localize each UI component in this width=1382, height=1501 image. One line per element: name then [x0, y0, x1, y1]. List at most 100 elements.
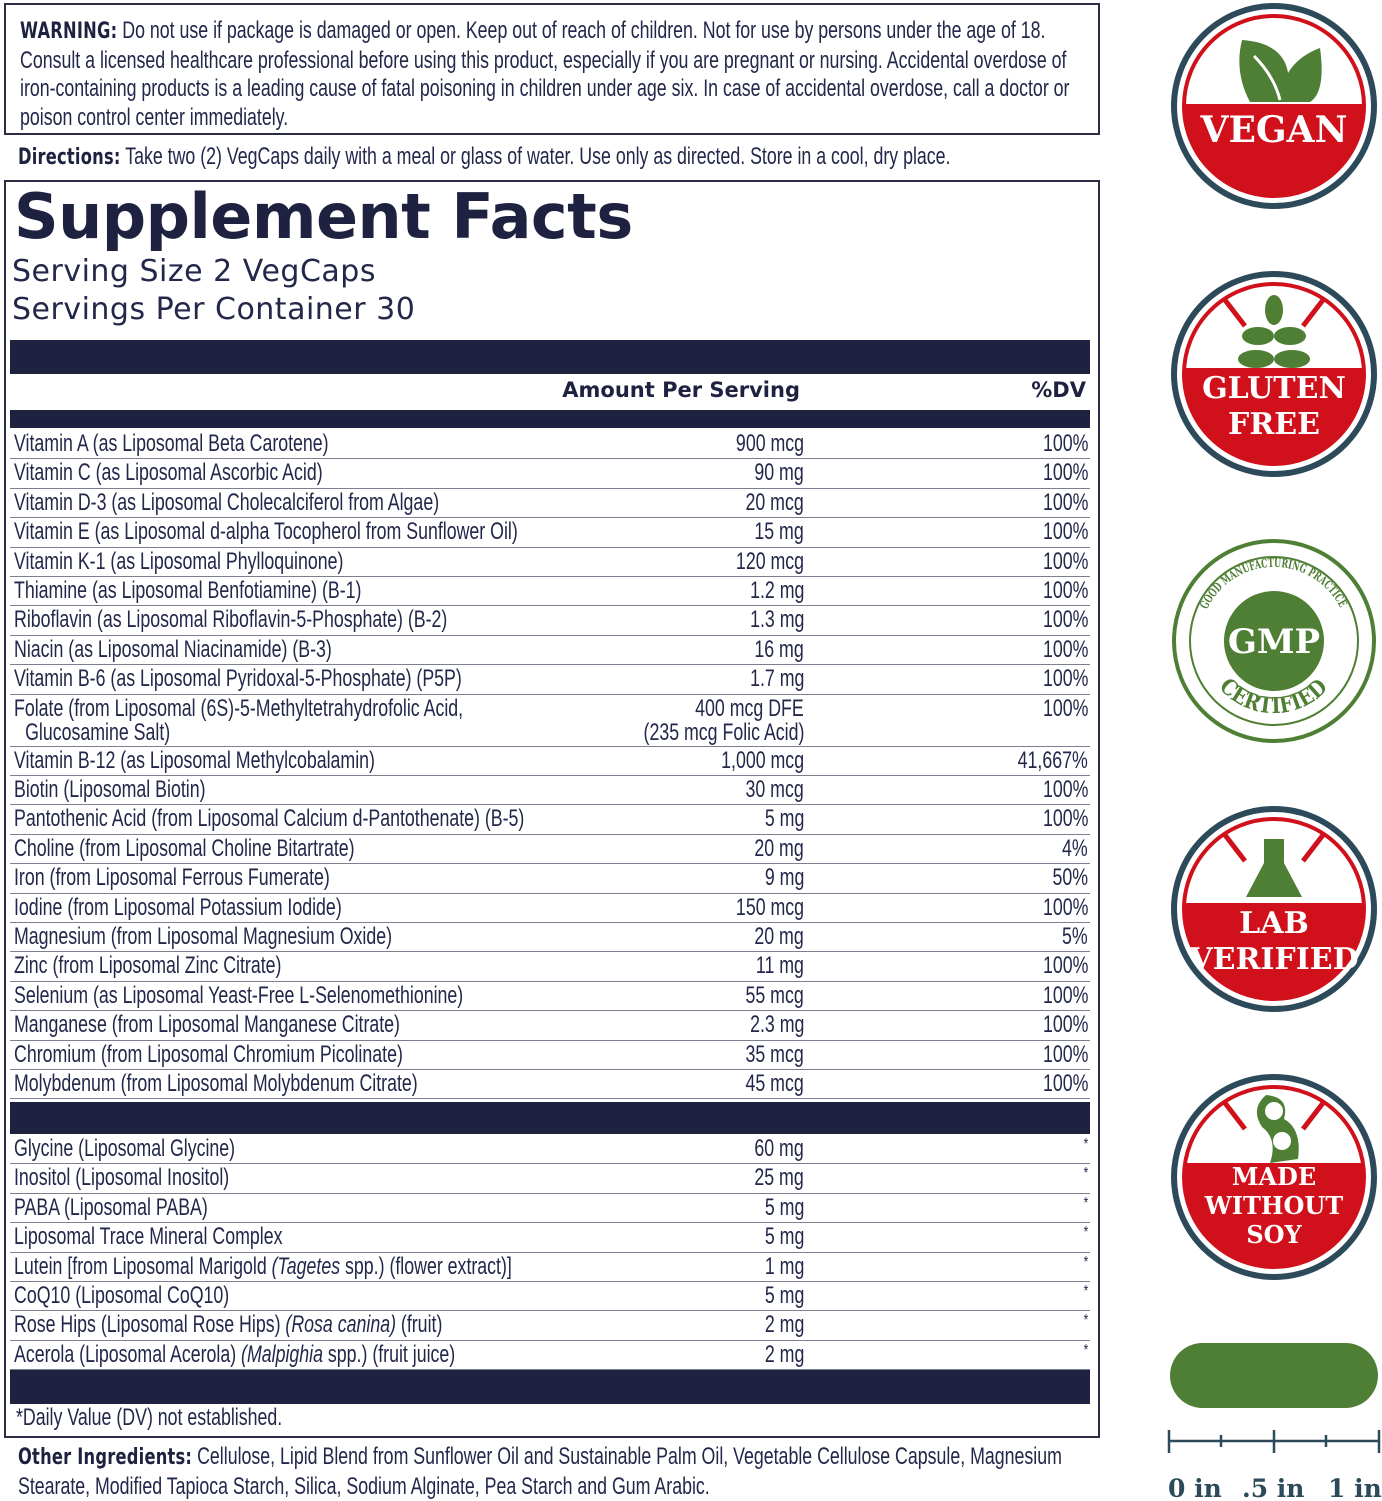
badge-text: GMP: [1228, 622, 1320, 662]
dv-value: *: [1083, 1165, 1088, 1183]
amount-value: 16 mg: [754, 635, 804, 663]
table-row: Vitamin D-3 (as Liposomal Cholecalcifero…: [10, 488, 1090, 519]
daily-value: 100%: [1027, 1040, 1088, 1068]
table-row: Riboflavin (as Liposomal Riboflavin-5-Ph…: [10, 606, 1090, 636]
amount: 20 mg: [737, 925, 804, 949]
footnote-text: *Daily Value (DV) not established.: [16, 1404, 283, 1431]
badge-text: MADE: [1232, 1162, 1316, 1191]
nutrient-name: Vitamin B-12 (as Liposomal Methylcobalam…: [14, 748, 502, 773]
amount-line2: (235 mcg Folic Acid): [643, 718, 804, 746]
amount-value: 2 mg: [764, 1340, 804, 1368]
name-segment: Pantothenic Acid (from Liposomal Calcium…: [14, 805, 525, 833]
dv-value: 100%: [1042, 1040, 1088, 1068]
daily-value: 100%: [1027, 954, 1088, 978]
name-segment: Lutein [from Liposomal Marigold: [14, 1252, 272, 1280]
nutrient-name: Thiamine (as Liposomal Benfotiamine) (B-…: [14, 579, 484, 603]
dv-value: 100%: [1042, 459, 1088, 487]
other-ingredients-label: Other Ingredients:: [18, 1445, 193, 1470]
divider-band: [10, 410, 1090, 428]
amount: 35 mcg: [725, 1042, 804, 1067]
dv-value: *: [1083, 1253, 1088, 1271]
amount-value: 400 mcg DFE: [695, 694, 804, 722]
table-row: Selenium (as Liposomal Yeast-Free L-Sele…: [10, 981, 1090, 1012]
amount: 1.7 mg: [731, 667, 804, 691]
daily-value: 100%: [1027, 520, 1088, 544]
amount: 5 mg: [751, 807, 804, 831]
nutrient-name: Niacin (as Liposomal Niacinamide) (B-3): [14, 635, 443, 663]
footnote: *Daily Value (DV) not established.: [16, 1404, 376, 1432]
table-row: Acerola (Liposomal Acerola) (Malpighia s…: [10, 1340, 1090, 1371]
name-segment: CoQ10 (Liposomal CoQ10): [14, 1282, 230, 1309]
name-segment: (Rosa canina): [285, 1311, 396, 1339]
dv-value: *: [1083, 1194, 1088, 1212]
badge-text: GLUTEN: [1202, 371, 1346, 406]
table-row: Niacin (as Liposomal Niacinamide) (B-3) 1…: [10, 635, 1090, 666]
dv-value: 100%: [1042, 1070, 1088, 1097]
name-segment: (fruit): [395, 1311, 443, 1339]
table-row: Lutein [from Liposomal Marigold (Tagetes…: [10, 1253, 1090, 1282]
amount-value: 120 mcg: [735, 547, 804, 575]
capsule-size-icon: [1170, 1343, 1378, 1408]
badge-text: FREE: [1228, 407, 1320, 442]
amount-value: 1,000 mcg: [721, 746, 804, 774]
amount-value: 2.3 mg: [749, 1011, 804, 1039]
amount: 20 mcg: [725, 488, 804, 516]
table-row: Inositol (Liposomal Inositol) 25 mg *: [10, 1164, 1090, 1194]
name-segment: spp.) (flower extract)]: [340, 1252, 512, 1280]
amount-value: 15 mg: [754, 518, 804, 546]
dv-value: 4%: [1062, 834, 1088, 862]
table-row: Iron (from Liposomal Ferrous Fumerate) 9 …: [10, 864, 1090, 894]
directions-text: Take two (2) VegCaps daily with a meal o…: [125, 143, 951, 170]
amount-value: 20 mg: [754, 923, 804, 950]
dv-value: 100%: [1042, 981, 1088, 1009]
name-segment: Niacin (as Liposomal Niacinamide) (B-3): [14, 635, 332, 663]
dv-value: 100%: [1042, 430, 1088, 457]
daily-value: 41,667%: [993, 746, 1088, 774]
nutrient-name: Vitamin A (as Liposomal Beta Carotene): [14, 432, 439, 456]
name-segment: Thiamine (as Liposomal Benfotiamine) (B-…: [14, 577, 362, 604]
daily-value: *: [1082, 1251, 1088, 1275]
nutrient-name: Pantothenic Acid (from Liposomal Calcium…: [14, 807, 704, 831]
name-segment: Magnesium (from Liposomal Magnesium Oxid…: [14, 923, 393, 950]
name-segment: PABA (Liposomal PABA): [14, 1193, 208, 1221]
amount: 45 mcg: [725, 1072, 804, 1096]
amount-value: 90 mg: [754, 459, 804, 487]
table-row: Thiamine (as Liposomal Benfotiamine) (B-…: [10, 577, 1090, 607]
nutrient-name: Iodine (from Liposomal Potassium Iodide): [14, 895, 457, 920]
divider-band: [10, 1102, 1090, 1134]
dv-value: 100%: [1042, 776, 1088, 803]
daily-value: 100%: [1027, 608, 1088, 632]
column-header-amount: Amount Per Serving: [562, 378, 800, 402]
daily-value: 100%: [1027, 579, 1088, 603]
daily-value: 100%: [1027, 432, 1088, 456]
dv-value: *: [1083, 1283, 1088, 1300]
dv-value: 100%: [1042, 952, 1088, 980]
nutrient-name: Selenium (as Liposomal Yeast-Free L-Sele…: [14, 983, 621, 1008]
supplement-facts-panel: Supplement Facts Serving Size 2 VegCaps …: [4, 180, 1100, 1438]
amount: 30 mcg: [725, 778, 804, 802]
dv-value: 100%: [1042, 893, 1088, 921]
daily-value: 5%: [1053, 925, 1088, 949]
daily-value: *: [1082, 1221, 1088, 1245]
size-ruler: 0 in .5 in 1 in: [1167, 1430, 1382, 1500]
daily-value: 100%: [1027, 549, 1088, 574]
directions: Directions: Take two (2) VegCaps daily w…: [18, 143, 1278, 171]
column-header-dv: %DV: [1031, 378, 1086, 402]
amount-value: 5 mg: [764, 805, 804, 833]
table-row: Vitamin A (as Liposomal Beta Carotene) 90…: [10, 430, 1090, 460]
name-segment: Iron (from Liposomal Ferrous Fumerate): [14, 864, 330, 892]
daily-value: 100%: [1027, 637, 1088, 662]
nutrient-name: Vitamin D-3 (as Liposomal Cholecalcifero…: [14, 490, 588, 515]
amount: 900 mcg: [712, 432, 804, 456]
dv-value: 41,667%: [1017, 746, 1088, 774]
name-segment: Inositol (Liposomal Inositol): [14, 1164, 230, 1192]
amount-value: 1.7 mg: [749, 665, 804, 693]
amount-value: 20 mcg: [745, 488, 804, 516]
nutrient-name: Zinc (from Liposomal Zinc Citrate): [14, 954, 375, 978]
table-row: Glycine (Liposomal Glycine) 60 mg *: [10, 1135, 1090, 1165]
name-segment: Liposomal Trace Mineral Complex: [14, 1223, 283, 1251]
divider-band: [10, 340, 1090, 374]
daily-value: 100%: [1027, 807, 1088, 831]
amount: 1,000 mcg: [692, 746, 804, 774]
